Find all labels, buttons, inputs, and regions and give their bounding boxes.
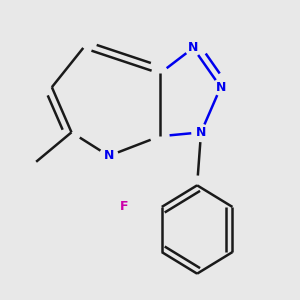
Text: N: N	[196, 126, 206, 139]
Text: N: N	[188, 41, 198, 54]
Text: F: F	[120, 200, 129, 213]
Text: N: N	[215, 81, 226, 94]
Text: N: N	[103, 149, 114, 162]
